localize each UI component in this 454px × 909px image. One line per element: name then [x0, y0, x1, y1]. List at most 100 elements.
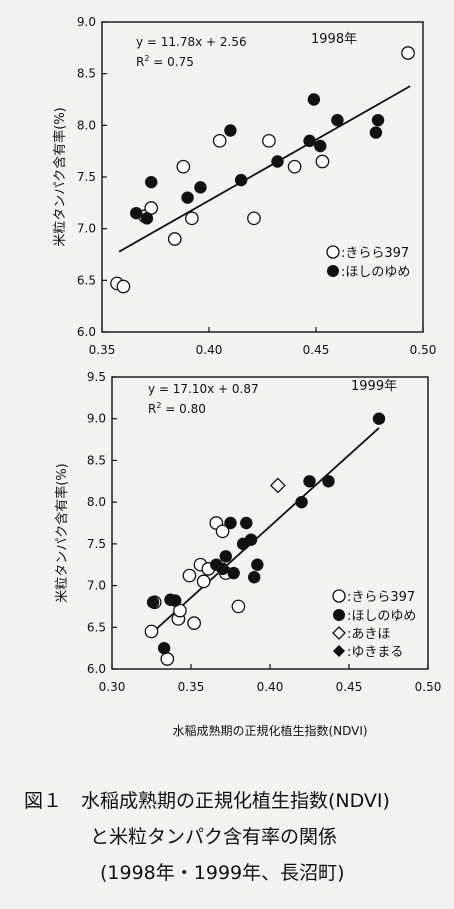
- point-1998-s0-4: [167, 232, 182, 246]
- legend-marker-yukimaru-1999: [333, 645, 345, 657]
- points-1998: [110, 46, 415, 294]
- y-tick-label-1999-5: 8.5: [87, 453, 106, 467]
- point-1999-s1-12: [248, 571, 261, 584]
- point-1998-s1-12: [369, 126, 383, 139]
- point-1998-s0-8: [247, 211, 261, 226]
- x-tick-label-1998-1: 0.40: [196, 343, 223, 357]
- point-1998-s1-4: [194, 181, 207, 194]
- legend-label-hoshi-1998: :ほしのゆめ: [341, 265, 410, 280]
- point-1999-s1-6: [219, 550, 232, 563]
- point-1998-s1-13: [371, 113, 385, 127]
- caption-line-2: と米粒タンパク含有率の関係: [90, 826, 338, 848]
- point-1999-s0-5: [182, 568, 197, 583]
- point-1999-s1-10: [240, 516, 253, 530]
- y-tick-label-1999-7: 9.5: [87, 370, 106, 384]
- chart-1998: 6.0 6.5 7.0 7.5 8.0 8.5 9.0 0.35 0.40 0.45 0.50 y…: [52, 15, 436, 357]
- point-1999-s0-11: [215, 524, 230, 539]
- point-1998-s1-8: [303, 134, 316, 148]
- y-tick-label-1998-6: 9.0: [77, 15, 96, 29]
- point-1998-s1-11: [331, 113, 344, 127]
- year-label-1999: 1999年: [351, 379, 397, 394]
- y-ticks-1999: 6.0 6.5 7.0 7.5 8.0 8.5 9.0 9.5: [87, 370, 117, 676]
- point-1999-s0-8: [196, 574, 211, 589]
- legend-label-yukimaru-1999: :ゆきまる: [347, 645, 403, 660]
- point-1999-s1-1: [157, 641, 171, 655]
- x-tick-label-1998-0: 0.35: [89, 343, 116, 357]
- legend-marker-hoshi-1998: [327, 265, 339, 277]
- y-axis-label-1999: 米粒タンパク含有率(%): [54, 463, 70, 603]
- points-1999: [144, 412, 386, 666]
- y-tick-label-1999-4: 8.0: [87, 495, 106, 509]
- point-1999-s0-0: [144, 624, 159, 639]
- x-ticks-1998: 0.35 0.40 0.45 0.50: [89, 327, 437, 357]
- y-tick-label-1999-0: 6.0: [87, 662, 106, 676]
- caption-line-1: 図１ 水稲成熟期の正規化植生指数(NDVI): [24, 790, 390, 812]
- y-tick-label-1998-4: 8.0: [77, 118, 96, 132]
- caption-line-3: (1998年・1999年、長沼町): [100, 862, 345, 884]
- point-1998-s0-11: [315, 154, 330, 169]
- x-tick-label-1999-2: 0.40: [257, 680, 284, 694]
- point-1998-s1-9: [307, 93, 321, 106]
- point-1999-s0-13: [231, 599, 246, 614]
- y-tick-label-1998-5: 8.5: [77, 67, 96, 81]
- x-tick-label-1998-2: 0.45: [303, 343, 330, 357]
- legend-label-kirara-1999: :きらら397: [347, 590, 415, 605]
- legend-marker-kirara-1998: [326, 245, 340, 259]
- point-1998-s1-2: [145, 175, 158, 189]
- y-tick-label-1998-1: 6.5: [77, 273, 96, 287]
- point-1999-s1-16: [322, 475, 335, 488]
- x-axis-label-1999: 水稲成熟期の正規化植生指数(NDVI): [172, 723, 367, 738]
- legend-marker-kirara-1999: [332, 589, 346, 603]
- legend-label-kirara-1998: :きらら397: [341, 246, 409, 261]
- point-1998-s0-7: [212, 133, 227, 148]
- point-1998-s1-5: [224, 124, 237, 137]
- y-tick-label-1998-0: 6.0: [77, 325, 96, 339]
- equation-1998: y = 11.78x + 2.56: [136, 35, 247, 49]
- point-1999-s2-0: [269, 477, 286, 494]
- x-tick-label-1999-4: 0.50: [415, 680, 442, 694]
- point-1999-s1-3: [169, 594, 182, 607]
- point-1998-s1-1: [140, 212, 154, 225]
- equation-1999: y = 17.10x + 0.87: [148, 382, 259, 396]
- point-1999-s1-8: [227, 566, 240, 580]
- point-1999-s1-11: [244, 533, 258, 546]
- point-1998-s0-9: [262, 133, 276, 148]
- legend-label-akiho-1999: :あきほ: [347, 627, 390, 642]
- x-tick-label-1999-1: 0.35: [178, 680, 205, 694]
- legend-marker-hoshi-1999: [333, 609, 345, 621]
- regression-line-1999: [149, 427, 380, 636]
- x-tick-label-1998-3: 0.50: [410, 343, 437, 357]
- legend-1998: :きらら397 :ほしのゆめ: [326, 245, 410, 280]
- point-1999-s1-15: [303, 475, 316, 488]
- point-1999-s1-13: [251, 558, 264, 571]
- x-tick-label-1999-0: 0.30: [99, 680, 126, 694]
- y-tick-label-1999-6: 9.0: [87, 412, 106, 426]
- point-1999-s4-0: [372, 412, 386, 425]
- x-tick-label-1999-3: 0.45: [336, 680, 363, 694]
- point-1998-s0-5: [176, 159, 191, 174]
- point-1998-s1-10: [314, 139, 327, 153]
- y-tick-label-1998-2: 7.0: [77, 222, 96, 236]
- point-1998-s1-3: [181, 191, 194, 204]
- point-1998-s0-1: [116, 279, 131, 294]
- point-1999-s0-2: [160, 652, 175, 666]
- y-tick-label-1999-1: 6.5: [87, 620, 106, 634]
- r2-1998: R2 = 0.75: [136, 54, 194, 69]
- point-1999-s1-14: [295, 495, 308, 509]
- point-1998-s0-10: [287, 159, 302, 174]
- y-ticks-1998: 6.0 6.5 7.0 7.5 8.0 8.5 9.0: [77, 15, 107, 339]
- point-1999-s1-5: [216, 562, 229, 576]
- point-1999-s1-0: [146, 596, 160, 609]
- point-1998-s1-7: [271, 155, 284, 168]
- chart-1999: 6.0 6.5 7.0 7.5 8.0 8.5 9.0 9.5 0.30 0.35 0.40 0.4…: [54, 370, 441, 738]
- y-tick-label-1999-2: 7.0: [87, 579, 106, 593]
- regression-line-1998: [118, 85, 411, 253]
- r2-1999: R2 = 0.80: [148, 401, 206, 416]
- year-label-1998: 1998年: [311, 32, 357, 47]
- y-axis-label-1998: 米粒タンパク含有率(%): [52, 107, 68, 247]
- point-1998-s1-6: [234, 173, 248, 187]
- point-1998-s0-12: [401, 46, 415, 60]
- legend-marker-akiho-1999: [332, 626, 346, 640]
- point-1999-s1-7: [224, 516, 237, 530]
